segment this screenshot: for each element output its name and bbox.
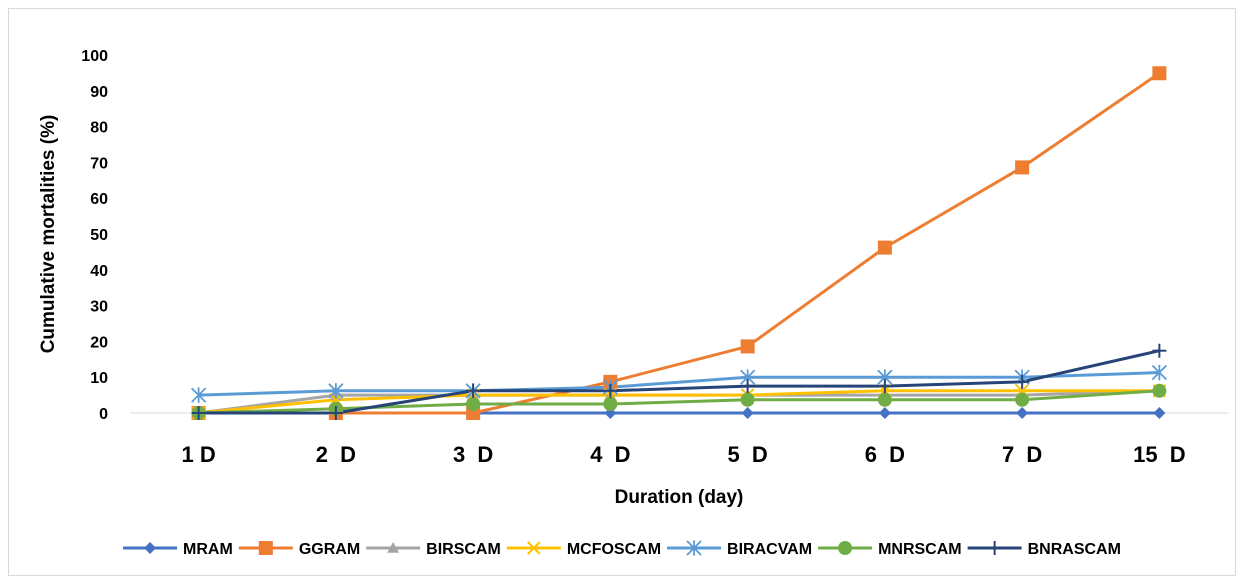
legend-marker [987,541,1002,555]
x-axis-ticks: 1 D 2 D 3 D 4 D 5 D 6 D 7 D 15 D [182,442,1186,467]
y-tick-label: 90 [90,84,108,101]
legend-label: BNRASCAM [1028,541,1121,558]
legend-item-bnrascam: BNRASCAM [967,541,1121,558]
data-point [878,407,891,419]
series-points-ggram [191,66,1167,420]
data-point [191,406,206,420]
series-points-mnrscam [191,383,1167,420]
data-point [1015,160,1030,175]
data-point [328,406,343,420]
data-point [877,392,892,407]
y-tick-label: 20 [90,334,108,351]
legend-label: MCFOSCAM [567,541,661,558]
x-tick-label: 3 D [453,442,493,467]
y-tick-label: 0 [99,406,108,423]
legend-label: GGRAM [299,541,360,558]
y-axis-ticks: 0 10 20 30 40 50 60 70 80 90 100 [81,48,108,423]
x-tick-label: 2 D [316,442,356,467]
legend-marker [838,541,853,555]
data-point [1152,66,1167,81]
data-point [740,379,755,394]
legend-label: BIRACVAM [727,541,812,558]
x-tick-label: 4 D [590,442,630,467]
data-point [877,240,892,255]
series-line-bnrascam [198,349,1160,415]
legend-item-mcfoscam: MCFOSCAM [506,541,661,558]
series-line-ggram [198,72,1161,415]
y-tick-label: 10 [90,370,108,387]
chart-frame [8,8,1236,576]
legend-label: MNRSCAM [878,541,962,558]
legend-marker [527,541,541,555]
series-lines [198,72,1161,415]
y-tick-label: 30 [90,299,108,316]
x-tick-label: 7 D [1002,442,1042,467]
y-tick-label: 100 [81,48,108,65]
legend-item-mnrscam: MNRSCAM [818,541,962,558]
y-tick-label: 80 [90,120,108,137]
legend-marker [144,542,157,554]
data-point [740,339,755,354]
legend-item-birscam: BIRSCAM [366,541,501,558]
data-point [1016,407,1029,419]
data-point [1015,392,1030,407]
legend-label: BIRSCAM [426,541,501,558]
legend-item-ggram: GGRAM [238,541,360,558]
series-markers [190,66,1168,420]
data-point [1153,407,1166,419]
legend-marker [686,540,702,556]
data-point [603,383,618,398]
x-tick-label: 1 D [182,442,216,467]
legend-item-biracvam: BIRACVAM [667,540,812,558]
data-point [1152,383,1167,398]
series-line-mcfoscam [198,389,1160,415]
series-line-biracvam [198,371,1160,397]
x-tick-label: 15 D [1133,442,1186,467]
y-tick-label: 70 [90,155,108,172]
x-tick-label: 5 D [727,442,767,467]
x-axis-label: Duration (day) [615,487,744,508]
data-point [877,379,892,394]
data-point [1015,374,1030,389]
legend-marker [387,542,400,553]
x-tick-label: 6 D [865,442,905,467]
y-axis-label: Cumulative mortalities (%) [38,115,59,354]
data-point [741,407,754,419]
y-tick-label: 40 [90,263,108,280]
data-point [466,397,481,412]
data-point [1152,343,1167,358]
legend-marker [258,541,273,555]
data-point [740,392,755,407]
legend-label: MRAM [183,541,233,558]
legend: MRAM GGRAM BIRSCAM MCFOSCAM BIRACVAM MNRSCAM B… [123,540,1121,558]
y-tick-label: 50 [90,227,108,244]
data-point [328,383,344,399]
y-tick-label: 60 [90,191,108,208]
legend-item-mram: MRAM [123,541,233,558]
data-point [1151,364,1168,381]
data-point [190,387,207,403]
data-point [603,397,618,412]
data-point [466,383,481,398]
series-points-bnrascam [191,343,1167,420]
